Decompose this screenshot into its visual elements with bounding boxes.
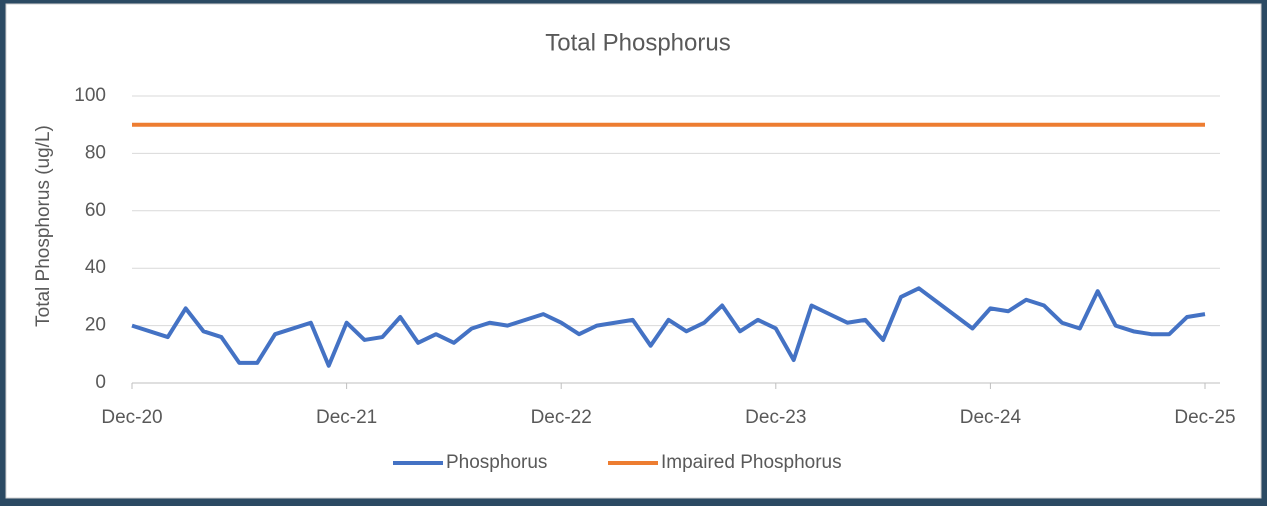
y-tick-label: 40 xyxy=(85,257,106,278)
chart-card xyxy=(5,3,1262,499)
legend-label: Phosphorus xyxy=(446,452,547,473)
x-tick-label: Dec-20 xyxy=(101,407,162,428)
x-tick-label: Dec-22 xyxy=(531,407,592,428)
y-axis-title: Total Phosphorus (ug/L) xyxy=(33,125,54,327)
chart-title: Total Phosphorus xyxy=(545,29,730,56)
x-tick-label: Dec-24 xyxy=(960,407,1022,428)
x-tick-label: Dec-21 xyxy=(316,407,377,428)
y-tick-label: 20 xyxy=(85,315,106,336)
series-line xyxy=(131,286,1206,368)
y-tick-label: 80 xyxy=(85,142,106,163)
x-tick-label: Dec-23 xyxy=(745,407,806,428)
y-tick-label: 60 xyxy=(85,200,106,221)
y-tick-label: 100 xyxy=(74,85,106,106)
y-tick-label: 0 xyxy=(95,372,106,393)
x-tick-label: Dec-25 xyxy=(1174,407,1235,428)
legend-label: Impaired Phosphorus xyxy=(661,452,842,473)
